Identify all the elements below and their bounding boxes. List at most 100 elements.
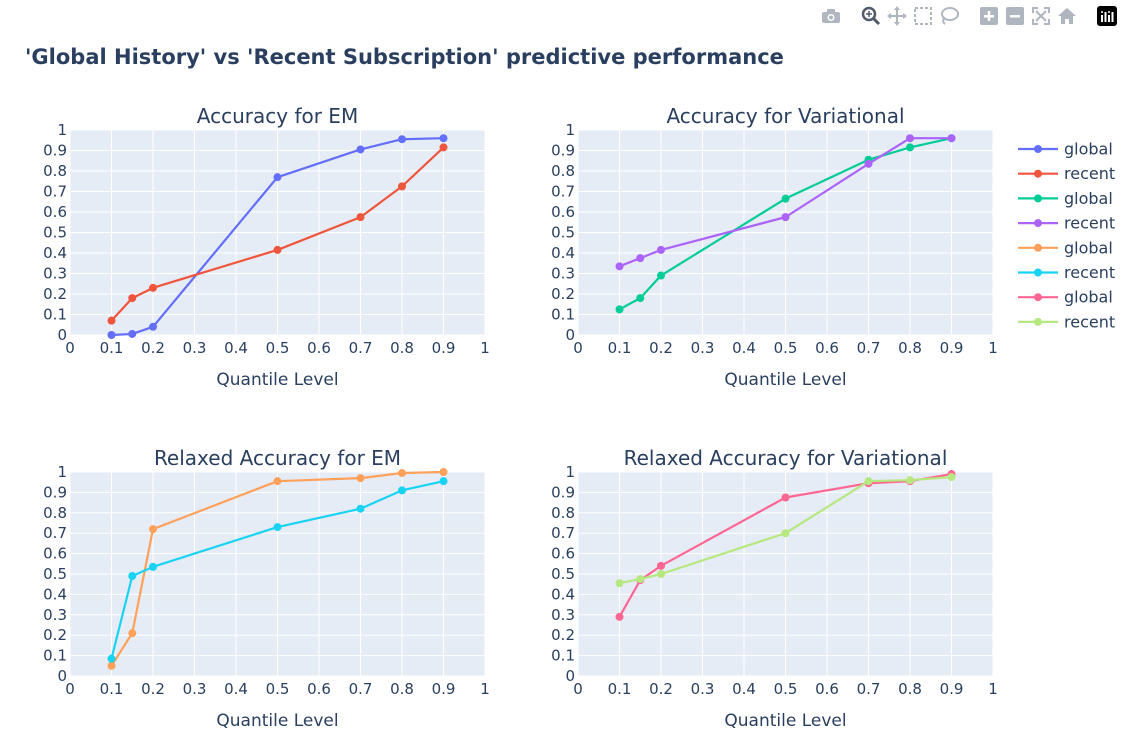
data-point[interactable]	[398, 486, 406, 495]
data-point[interactable]	[864, 477, 873, 486]
x-tick-label: 0.4	[224, 339, 248, 357]
data-point[interactable]	[781, 529, 790, 538]
legend-item-recent[interactable]: recent	[1018, 214, 1115, 233]
data-point[interactable]	[398, 135, 406, 144]
data-point[interactable]	[657, 245, 665, 254]
data-point[interactable]	[356, 474, 365, 483]
data-point[interactable]	[356, 213, 365, 222]
pan-icon[interactable]	[886, 6, 908, 26]
data-point[interactable]	[636, 575, 645, 584]
subplot-title: Accuracy for Variational	[666, 104, 904, 128]
data-point[interactable]	[273, 523, 282, 532]
data-point[interactable]	[615, 262, 624, 271]
x-tick-label: 0	[573, 339, 583, 357]
y-tick-label: 1	[565, 121, 575, 139]
y-tick-label: 0	[565, 667, 575, 685]
subplot-title: Accuracy for EM	[197, 104, 358, 128]
series-global	[107, 134, 448, 339]
data-point[interactable]	[657, 570, 665, 578]
legend-item-global[interactable]: global	[1018, 238, 1113, 257]
plotly-logo-icon[interactable]	[1096, 6, 1118, 26]
x-axis-title: Quantile Level	[724, 711, 846, 731]
data-point[interactable]	[149, 525, 157, 534]
data-point[interactable]	[107, 654, 116, 663]
y-tick-label: 0	[565, 326, 575, 344]
legend-item-recent[interactable]: recent	[1018, 312, 1115, 331]
data-point[interactable]	[947, 473, 956, 482]
data-point[interactable]	[615, 579, 624, 588]
data-point[interactable]	[636, 254, 645, 263]
data-point[interactable]	[781, 194, 790, 203]
y-tick-label: 0.8	[43, 504, 67, 522]
data-point[interactable]	[398, 182, 406, 191]
legend-item-global[interactable]: global	[1018, 288, 1113, 307]
x-tick-label: 0.8	[898, 339, 922, 357]
data-point[interactable]	[906, 134, 914, 143]
data-point[interactable]	[128, 329, 137, 338]
x-tick-label: 0.9	[940, 339, 964, 357]
data-point[interactable]	[439, 143, 448, 152]
y-tick-label: 0.7	[551, 183, 575, 201]
legend: global recent global recent global recent glob…	[1018, 140, 1115, 331]
subplot-title: Relaxed Accuracy for EM	[154, 446, 401, 470]
data-point[interactable]	[107, 661, 116, 670]
data-point[interactable]	[636, 294, 645, 303]
data-point[interactable]	[657, 561, 665, 570]
data-point[interactable]	[273, 173, 282, 182]
data-point[interactable]	[906, 476, 914, 485]
series-global	[107, 468, 448, 670]
x-tick-label: 0	[573, 680, 583, 698]
legend-label: global	[1064, 189, 1113, 208]
y-tick-label: 0.1	[43, 306, 67, 324]
y-tick-label: 0.2	[551, 626, 575, 644]
data-point[interactable]	[947, 134, 956, 143]
data-point[interactable]	[906, 143, 914, 152]
y-tick-label: 0.7	[551, 524, 575, 542]
reset-axes-icon[interactable]	[1056, 6, 1078, 26]
data-point[interactable]	[128, 572, 137, 581]
data-point[interactable]	[864, 159, 873, 168]
data-point[interactable]	[398, 469, 406, 478]
data-point[interactable]	[781, 213, 790, 222]
lasso-select-icon[interactable]	[938, 6, 960, 26]
zoom-icon[interactable]	[860, 6, 882, 26]
data-point[interactable]	[107, 331, 116, 339]
legend-item-global[interactable]: global	[1018, 189, 1113, 208]
autoscale-icon[interactable]	[1030, 6, 1052, 26]
x-tick-label: 1	[988, 680, 998, 698]
legend-item-global[interactable]: global	[1018, 140, 1113, 159]
data-point[interactable]	[439, 134, 448, 143]
camera-icon[interactable]	[820, 6, 842, 26]
y-tick-label: 0.1	[551, 306, 575, 324]
box-select-icon[interactable]	[912, 6, 934, 26]
y-tick-label: 0	[57, 326, 67, 344]
legend-label: global	[1064, 238, 1113, 257]
y-tick-label: 0.1	[551, 647, 575, 665]
data-point[interactable]	[439, 468, 448, 476]
data-point[interactable]	[273, 245, 282, 254]
legend-item-recent[interactable]: recent	[1018, 263, 1115, 282]
data-point[interactable]	[356, 504, 365, 513]
data-point[interactable]	[128, 294, 137, 303]
x-tick-label: 0.1	[608, 339, 632, 357]
zoom-out-icon[interactable]	[1004, 6, 1026, 26]
zoom-in-icon[interactable]	[978, 6, 1000, 26]
legend-item-recent[interactable]: recent	[1018, 164, 1115, 183]
data-point[interactable]	[149, 283, 157, 292]
subplot-4: 0 0.1 0.2 0.3 0.4 0.5 0.6 0.7 0.8 0.9 1 0 0.1 0.2 0.3 0…	[551, 446, 998, 731]
data-point[interactable]	[615, 305, 624, 314]
data-point[interactable]	[781, 493, 790, 502]
data-point[interactable]	[149, 562, 157, 571]
data-point[interactable]	[128, 629, 137, 638]
data-point[interactable]	[657, 271, 665, 280]
data-point[interactable]	[107, 316, 116, 325]
data-point[interactable]	[273, 477, 282, 486]
x-tick-label: 1	[480, 680, 490, 698]
x-tick-label: 0.6	[307, 680, 331, 698]
data-point[interactable]	[439, 477, 448, 486]
data-point[interactable]	[149, 322, 157, 331]
data-point[interactable]	[615, 612, 624, 621]
data-point[interactable]	[356, 145, 365, 154]
x-tick-label: 0	[65, 680, 75, 698]
x-tick-label: 0.1	[608, 680, 632, 698]
